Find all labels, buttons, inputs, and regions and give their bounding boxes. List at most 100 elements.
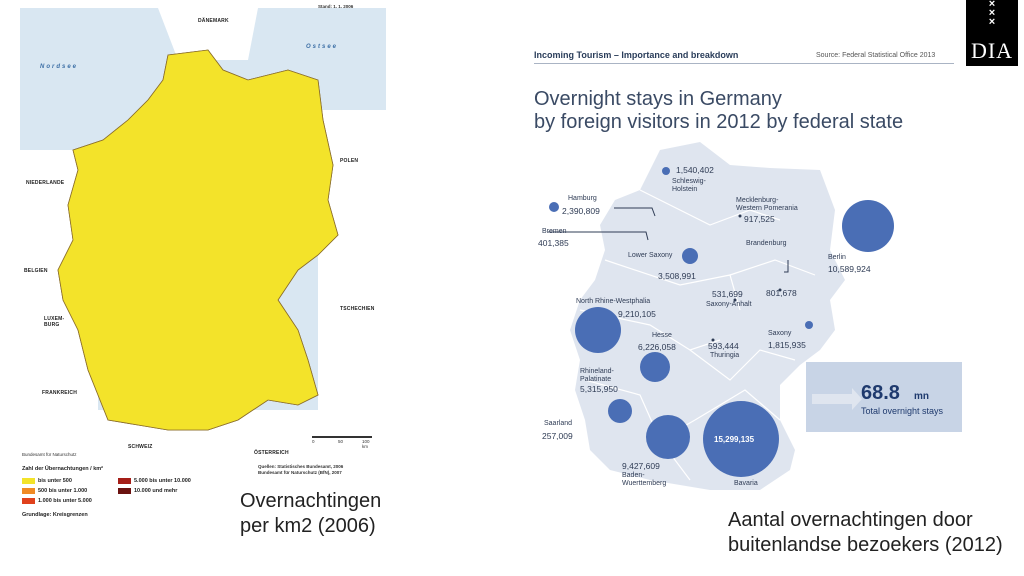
label-saarland: Saarland [544,420,573,427]
scale-zero: 0 [312,439,315,444]
bubble-rhineland-palatinate [608,399,632,423]
caption-left: Overnachtingen per km2 (2006) [240,489,381,539]
label-saxony-anhalt: Saxony-Anhalt [706,301,752,308]
credit-source-1: Quellen: Statistisches Bundesamt, 2006 [258,464,344,469]
caption-right-line1: Aantal overnachtingen door [728,509,973,531]
scale-mid: 50 [338,439,344,444]
label-czech: TSCHECHIEN [340,306,375,312]
infographic-header: Incoming Tourism – Importance and breakd… [534,50,739,60]
label-north-sea: Nordsee [40,64,79,70]
total-label: Total overnight stays [861,406,944,416]
map-legend: Zahl der Übernachtungen / km² bis unter … [20,460,350,540]
map-date: Stand: 1. 1. 2006 [318,4,354,9]
value-baden-wuerttemberg: 9,427,609 [622,461,660,471]
label-baden-wuerttemberg: Baden- Wuerttemberg [622,472,667,487]
legend-basis: Grundlage: Kreisgrenzen [22,512,88,518]
dot-saxony-anhalt [733,298,737,302]
legend-swatch [22,498,35,504]
bubble-north-rhine-westphalia [575,307,621,353]
legend-swatch [22,478,35,484]
value-hesse: 6,226,058 [638,342,676,352]
infographic-title-line1: Overnight stays in Germany [534,88,782,110]
caption-left-line2: per km2 (2006) [240,515,376,537]
label-netherlands: NIEDERLANDE [26,180,65,186]
value-bavaria: 15,299,135 [714,435,755,444]
overnight-density-map: Stand: 1. 1. 2006 DÄNEMARK Nordsee Ostse… [18,0,388,540]
infographic-title-line2: by foreign visitors in 2012 by federal s… [534,111,904,133]
bubbles [549,167,894,477]
header-rule [534,63,954,64]
dot-thuringia [711,338,715,342]
legend-item: 5.000 bis unter 10.000 [118,478,191,484]
label-saxony: Saxony [768,330,792,337]
bubble-berlin [842,200,894,252]
caption-right: Aantal overnachtingen door buitenlandse … [728,508,1003,558]
label-hamburg: Hamburg [568,195,597,202]
label-luxembourg: LUXEM- BURG [44,316,65,328]
label-bavaria: Bavaria [734,480,758,487]
logo-text: DIA [970,38,1014,63]
infographic-source: Source: Federal Statistical Office 2013 [816,52,936,59]
legend-swatch [22,488,35,494]
caption-right-line2: buitenlandse bezoekers (2012) [728,534,1003,556]
legend-item: bis unter 500 [22,478,72,484]
dia-logo: × × × DIA [966,0,1018,66]
legend-swatch [118,478,131,484]
bubble-hesse [640,352,670,382]
value-berlin: 10,589,924 [828,264,871,274]
label-brandenburg: Brandenburg [746,240,787,247]
value-hamburg: 2,390,809 [562,206,600,216]
bubble-saxony [805,321,813,329]
total-number: 68.8 [861,382,900,404]
value-schleswig-holstein: 1,540,402 [676,165,714,175]
label-rhineland-palatinate: Rhineland- Palatinate [580,368,614,383]
bubble-bavaria [703,401,779,477]
label-poland: POLEN [340,158,359,164]
legend-label: 500 bis unter 1.000 [38,488,88,494]
legend-label: 5.000 bis unter 10.000 [134,478,191,484]
label-lower-saxony: Lower Saxony [628,252,673,259]
label-schleswig-holstein: Schleswig- Holstein [672,178,706,193]
total-stays-box: 68.8 mn Total overnight stays [806,362,962,432]
label-berlin: Berlin [828,254,846,261]
value-lower-saxony: 3,508,991 [658,271,696,281]
credit-left: Bundesamt für Naturschutz [22,452,77,457]
legend-label: bis unter 500 [38,478,72,484]
scale-end: 100 km [362,439,370,449]
label-nrw: North Rhine-Westphalia [576,298,651,305]
value-saxony-anhalt: 531,699 [712,289,743,299]
bubble-hamburg [549,202,559,212]
legend-title: Zahl der Übernachtungen / km² [22,466,103,472]
bubble-baden-wuerttemberg [646,415,690,459]
bubble-lower-saxony [682,248,698,264]
caption-left-line1: Overnachtingen [240,490,382,512]
bubble-schleswig-holstein [662,167,670,175]
dot-mecklenburg [738,214,742,218]
label-bremen: Bremen [542,228,567,235]
label-baltic-sea: Ostsee [306,44,339,50]
label-switzerland: SCHWEIZ [128,444,153,450]
total-unit: mn [914,391,929,402]
arrow-graphic [812,388,862,410]
leader-lines [548,207,789,273]
state-map [548,142,894,490]
label-belgium: BELGIEN [24,268,48,274]
value-mecklenburg: 917,525 [744,214,775,224]
value-bremen: 401,385 [538,238,569,248]
land-denmark [158,8,258,60]
label-france: FRANKREICH [42,390,78,396]
legend-item: 1.000 bis unter 5.000 [22,498,92,504]
label-mecklenburg: Mecklenburg- Western Pomerania [736,197,798,212]
logo-x-marks-icon: × × × [988,0,996,28]
dot-brandenburg [778,288,782,292]
value-rhineland-palatinate: 5,315,950 [580,384,618,394]
value-berlin-surrounds: 801,678 [766,288,797,298]
value-thuringia: 593,444 [708,341,739,351]
label-denmark: DÄNEMARK [198,18,229,24]
germany-choropleth [20,8,386,458]
legend-label: 1.000 bis unter 5.000 [38,498,92,504]
legend-label: 10.000 und mehr [134,488,178,494]
state-borders [579,189,816,481]
value-nrw: 9,210,105 [618,309,656,319]
scale-bar: 0 50 100 km [312,436,372,450]
